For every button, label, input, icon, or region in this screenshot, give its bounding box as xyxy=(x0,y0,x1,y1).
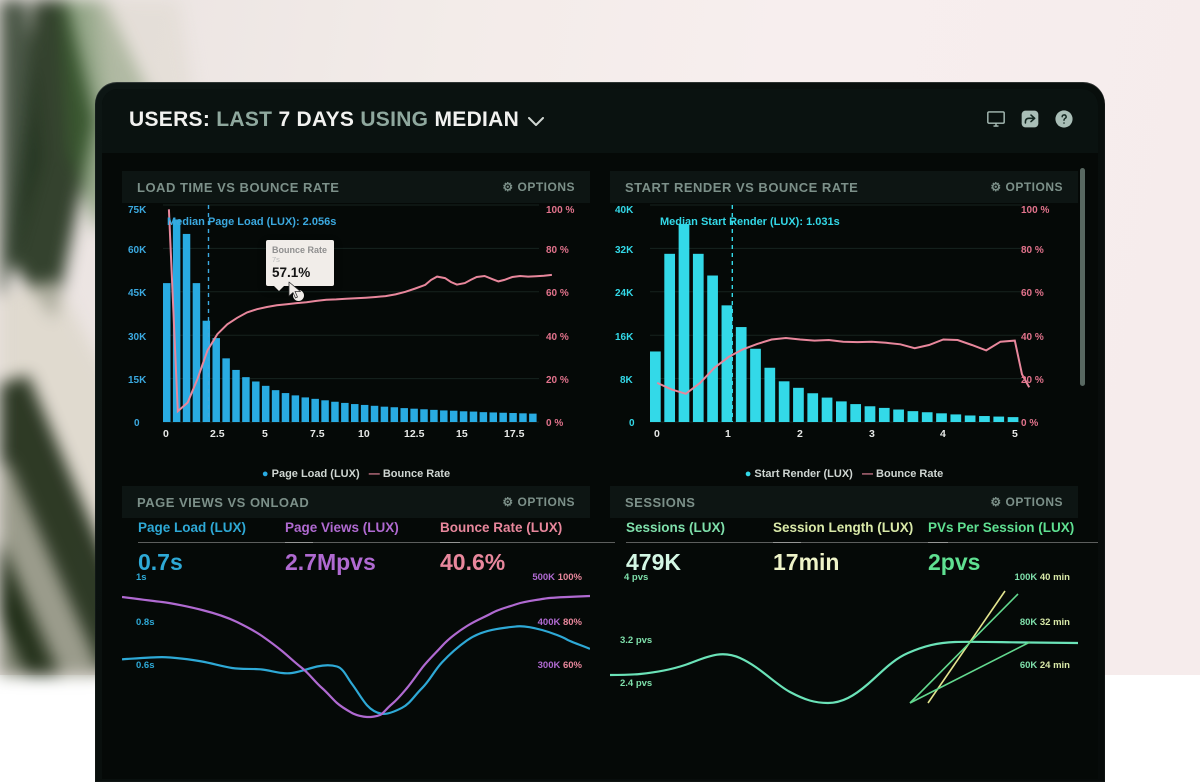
svg-text:12.5: 12.5 xyxy=(404,428,425,440)
svg-text:2.5: 2.5 xyxy=(210,428,225,440)
svg-text:24K: 24K xyxy=(615,288,634,299)
svg-text:5: 5 xyxy=(1012,428,1018,440)
svg-text:80 %: 80 % xyxy=(1021,245,1044,256)
svg-text:0 %: 0 % xyxy=(546,418,563,429)
svg-text:80 %: 80 % xyxy=(546,245,569,256)
svg-text:7.5: 7.5 xyxy=(310,428,325,440)
svg-text:0: 0 xyxy=(654,428,660,440)
svg-text:2: 2 xyxy=(797,428,803,440)
svg-text:45K: 45K xyxy=(128,288,147,299)
svg-text:0: 0 xyxy=(163,428,169,440)
svg-text:20 %: 20 % xyxy=(1021,375,1044,386)
svg-text:0: 0 xyxy=(629,418,635,429)
svg-text:15K: 15K xyxy=(128,375,147,386)
svg-text:60 %: 60 % xyxy=(1021,288,1044,299)
svg-text:5: 5 xyxy=(262,428,268,440)
svg-text:3: 3 xyxy=(869,428,875,440)
svg-text:40 %: 40 % xyxy=(546,332,569,343)
svg-text:60 %: 60 % xyxy=(546,288,569,299)
svg-text:4: 4 xyxy=(940,428,946,440)
svg-text:20 %: 20 % xyxy=(546,375,569,386)
svg-text:16K: 16K xyxy=(615,332,634,343)
svg-text:32K: 32K xyxy=(615,245,634,256)
svg-text:17.5: 17.5 xyxy=(504,428,525,440)
svg-text:100 %: 100 % xyxy=(1021,205,1049,216)
svg-text:0: 0 xyxy=(134,418,140,429)
svg-text:60K: 60K xyxy=(128,245,147,256)
svg-text:75K: 75K xyxy=(128,205,147,216)
svg-text:40K: 40K xyxy=(615,205,634,216)
svg-text:1: 1 xyxy=(725,428,731,440)
svg-text:100 %: 100 % xyxy=(546,205,574,216)
svg-text:15: 15 xyxy=(456,428,468,440)
svg-text:8K: 8K xyxy=(620,375,634,386)
svg-text:10: 10 xyxy=(358,428,370,440)
svg-text:40 %: 40 % xyxy=(1021,332,1044,343)
svg-text:30K: 30K xyxy=(128,332,147,343)
svg-text:0 %: 0 % xyxy=(1021,418,1038,429)
